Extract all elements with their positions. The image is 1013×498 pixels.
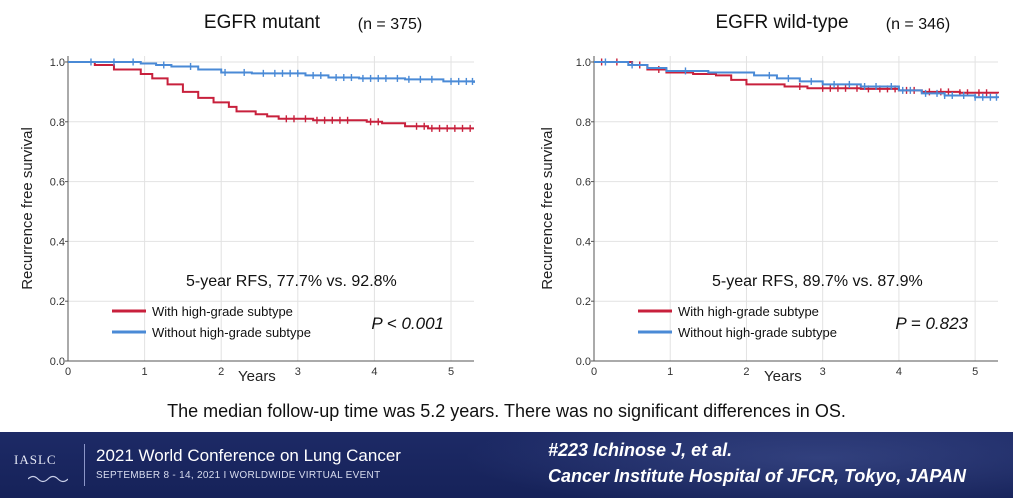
y-tick-label: 0.2	[576, 296, 591, 308]
iaslc-logo: IASLC	[14, 442, 80, 488]
chart-sample-size: (n = 375)	[358, 16, 422, 33]
conference-footer-bar: IASLC 2021 World Conference on Lung Canc…	[0, 432, 1013, 498]
x-tick-label: 0	[591, 366, 597, 378]
y-tick-label: 0.0	[50, 356, 65, 368]
conference-title: 2021 World Conference on Lung Cancer	[96, 446, 401, 465]
p-value: P = 0.823	[895, 314, 968, 333]
km-curve-no-high-grade	[68, 60, 475, 83]
x-tick-label: 1	[142, 366, 148, 378]
x-tick-label: 3	[820, 366, 826, 378]
chart-title: EGFR mutant	[204, 12, 321, 33]
chart-egfr-wild-type: 0.0 0.2 0.4 0.6 0.8 1.0 0 1 2 3 4 5 EGFR wild-type (n…	[520, 0, 1013, 400]
x-tick-label: 4	[371, 366, 377, 378]
y-tick-label: 0.8	[576, 117, 591, 129]
iaslc-logo-text: IASLC	[14, 452, 57, 467]
x-tick-label: 5	[972, 366, 978, 378]
y-tick-label: 0.8	[50, 117, 65, 129]
y-tick-label: 1.0	[50, 57, 65, 69]
x-axis-label: Years	[764, 368, 802, 385]
km-plot-egfr-wild-type: 0.0 0.2 0.4 0.6 0.8 1.0 0 1 2 3 4 5 EGFR wild-type (n…	[539, 12, 999, 385]
chart-title: EGFR wild-type	[715, 12, 848, 33]
citation-author: #223 Ichinose J, et al.	[548, 440, 733, 460]
y-tick-label: 0.6	[50, 177, 65, 189]
rfs-annotation: 5-year RFS, 77.7% vs. 92.8%	[186, 273, 397, 290]
y-tick-label: 0.2	[50, 296, 65, 308]
chart-sample-size: (n = 346)	[886, 16, 950, 33]
logo-wave-icon	[28, 475, 68, 483]
chart-egfr-mutant: 0.0 0.2 0.4 0.6 0.8 1.0 0 1 2 3 4 5 EGFR mutant (n = …	[0, 0, 500, 400]
y-tick-label: 0.0	[576, 356, 591, 368]
conference-subtitle: SEPTEMBER 8 - 14, 2021 I WORLDWIDE VIRTU…	[96, 470, 381, 481]
x-tick-label: 1	[667, 366, 673, 378]
km-plot-egfr-mutant: 0.0 0.2 0.4 0.6 0.8 1.0 0 1 2 3 4 5 EGFR mutant (n = …	[19, 12, 475, 385]
y-tick-label: 1.0	[576, 57, 591, 69]
y-axis-label: Recurrence free survival	[539, 127, 556, 290]
y-tick-label: 0.4	[50, 236, 65, 248]
legend-label: With high-grade subtype	[678, 304, 819, 319]
legend-label: Without high-grade subtype	[152, 325, 311, 340]
x-tick-label: 4	[896, 366, 902, 378]
y-axis-label: Recurrence free survival	[19, 127, 36, 290]
p-value: P < 0.001	[371, 314, 444, 333]
footer-divider	[84, 444, 85, 486]
legend-label: Without high-grade subtype	[678, 325, 837, 340]
x-tick-label: 2	[743, 366, 749, 378]
citation-institution: Cancer Institute Hospital of JFCR, Tokyo…	[548, 466, 967, 486]
x-tick-label: 3	[295, 366, 301, 378]
x-tick-label: 2	[218, 366, 224, 378]
x-tick-label: 5	[448, 366, 454, 378]
y-tick-label: 0.6	[576, 177, 591, 189]
legend-label: With high-grade subtype	[152, 304, 293, 319]
x-tick-label: 0	[65, 366, 71, 378]
y-tick-label: 0.4	[576, 236, 591, 248]
km-curve-high-grade	[68, 60, 474, 130]
rfs-annotation: 5-year RFS, 89.7% vs. 87.9%	[712, 273, 923, 290]
footnote-text: The median follow-up time was 5.2 years.…	[167, 401, 846, 421]
x-axis-label: Years	[238, 368, 276, 385]
